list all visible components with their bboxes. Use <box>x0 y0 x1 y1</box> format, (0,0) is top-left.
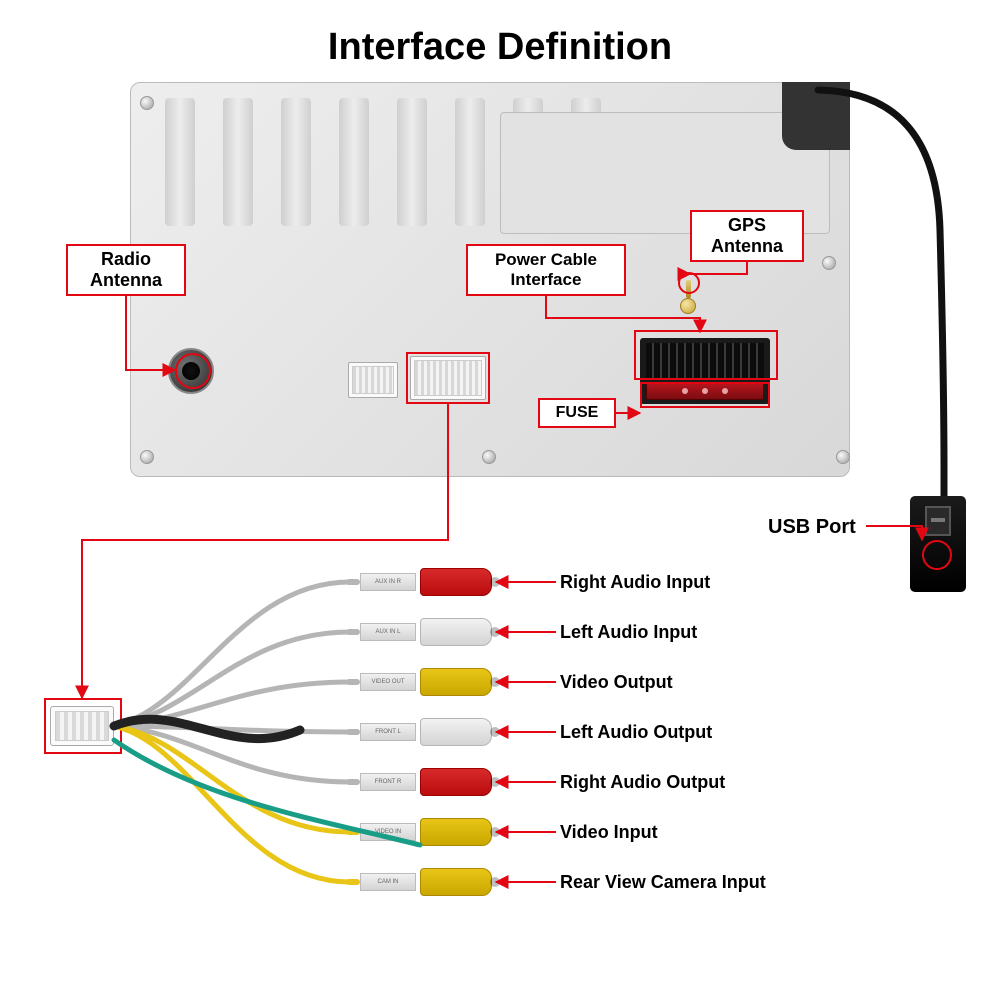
rca-plug <box>420 668 492 696</box>
rca-tag: AUX IN R <box>360 573 416 591</box>
rca-row: AUX IN L <box>0 618 1000 646</box>
marker-m-medium <box>406 352 490 404</box>
marker-m-sma <box>678 272 700 294</box>
rca-plug <box>420 818 492 846</box>
rca-tag: CAM IN <box>360 873 416 891</box>
rca-label: Left Audio Output <box>560 722 712 743</box>
label-usb-port: USB Port <box>768 516 856 539</box>
device-corner-cable-exit <box>782 82 850 150</box>
rca-row: CAM IN <box>0 868 1000 896</box>
rca-label: Left Audio Input <box>560 622 697 643</box>
rca-row: FRONT R <box>0 768 1000 796</box>
rca-label: Rear View Camera Input <box>560 872 766 893</box>
rca-plug <box>420 568 492 596</box>
screw <box>140 96 154 110</box>
vent-slot <box>455 98 485 226</box>
vent-slot <box>223 98 253 226</box>
callout-gps-antenna: GPSAntenna <box>690 210 804 262</box>
rca-tag: FRONT L <box>360 723 416 741</box>
gps-sma-connector <box>680 298 696 314</box>
rca-label: Video Output <box>560 672 673 693</box>
rca-row: AUX IN R <box>0 568 1000 596</box>
marker-m-usb <box>922 540 952 570</box>
rca-label: Right Audio Input <box>560 572 710 593</box>
page-title: Interface Definition <box>0 26 1000 69</box>
rca-row: FRONT L <box>0 718 1000 746</box>
rca-label: Right Audio Output <box>560 772 725 793</box>
vent-slot <box>397 98 427 226</box>
vent-slot <box>281 98 311 226</box>
vent-slot <box>339 98 369 226</box>
marker-m-black <box>634 330 778 380</box>
marker-m-antenna <box>175 353 211 389</box>
screw <box>822 256 836 270</box>
rca-row: VIDEO OUT <box>0 668 1000 696</box>
screw <box>836 450 850 464</box>
rca-label: Video Input <box>560 822 658 843</box>
connector-small-white <box>348 362 398 398</box>
rca-tag: VIDEO OUT <box>360 673 416 691</box>
rca-plug <box>420 868 492 896</box>
screw <box>140 450 154 464</box>
callout-fuse: FUSE <box>538 398 616 428</box>
marker-m-fuse <box>640 382 770 408</box>
rca-tag: VIDEO IN <box>360 823 416 841</box>
rca-tag: FRONT R <box>360 773 416 791</box>
rca-plug <box>420 618 492 646</box>
vent-slot <box>165 98 195 226</box>
marker-m-harness <box>44 698 122 754</box>
screw <box>482 450 496 464</box>
rca-tag: AUX IN L <box>360 623 416 641</box>
callout-power-cable: Power CableInterface <box>466 244 626 296</box>
rca-plug <box>420 768 492 796</box>
rca-plug <box>420 718 492 746</box>
callout-radio-antenna: RadioAntenna <box>66 244 186 296</box>
rca-row: VIDEO IN <box>0 818 1000 846</box>
